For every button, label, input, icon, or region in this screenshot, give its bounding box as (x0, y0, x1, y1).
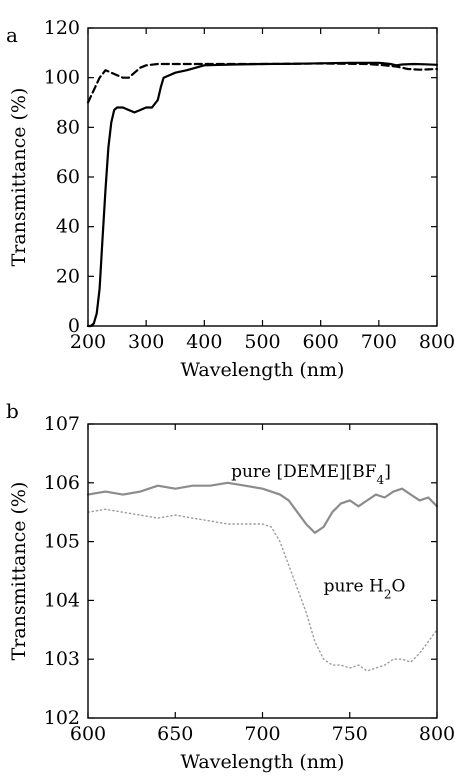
y-axis-title: Transmittance (%) (8, 88, 30, 267)
series-annotation: pure [DEME][BF4] (231, 462, 391, 487)
series-line-2 (86, 62, 439, 104)
x-tick-label: 600 (70, 723, 106, 745)
y-tick-label: 80 (56, 116, 80, 138)
y-tick-label: 60 (56, 166, 80, 188)
y-tick-label: 100 (44, 67, 80, 89)
y-tick-label: 107 (44, 413, 80, 435)
y-tick-label: 106 (44, 472, 80, 494)
series-line-2 (87, 508, 438, 672)
y-tick-label: 120 (44, 17, 80, 39)
x-tick-label: 650 (157, 723, 193, 745)
x-tick-label: 500 (244, 331, 280, 353)
panel-b: b 600 650 700 750 800 102 103 104 105 106 107 Wavele… (6, 399, 455, 773)
x-axis-title: Wavelength (nm) (181, 751, 345, 773)
panel-label: b (6, 399, 19, 423)
y-tick-label: 0 (68, 315, 80, 337)
y-axis-title: Transmittance (%) (8, 482, 30, 661)
series-annotation: pure H2O (324, 577, 406, 602)
x-tick-label: 600 (303, 331, 339, 353)
x-tick-label: 400 (186, 331, 222, 353)
x-tick-label: 200 (70, 331, 106, 353)
x-tick-label: 800 (419, 723, 455, 745)
y-tick-label: 20 (56, 265, 80, 287)
panel-a: a 200 300 400 500 600 700 800 0 20 40 60 80 100 120 Wav… (6, 17, 455, 381)
x-tick-label: 700 (361, 331, 397, 353)
y-tick-label: 40 (56, 216, 80, 238)
x-tick-label: 700 (244, 723, 280, 745)
y-tick-label: 104 (44, 589, 80, 611)
series-line-1 (86, 481, 439, 534)
panel-label: a (6, 23, 18, 47)
plot-frame (87, 27, 438, 327)
x-tick-label: 300 (128, 331, 164, 353)
x-tick-label: 800 (419, 331, 455, 353)
y-tick-label: 105 (44, 531, 80, 553)
x-axis-title: Wavelength (nm) (181, 359, 345, 381)
y-tick-label: 103 (44, 648, 80, 670)
y-tick-label: 102 (44, 707, 80, 729)
x-tick-label: 750 (332, 723, 368, 745)
series-line-1 (86, 61, 439, 328)
